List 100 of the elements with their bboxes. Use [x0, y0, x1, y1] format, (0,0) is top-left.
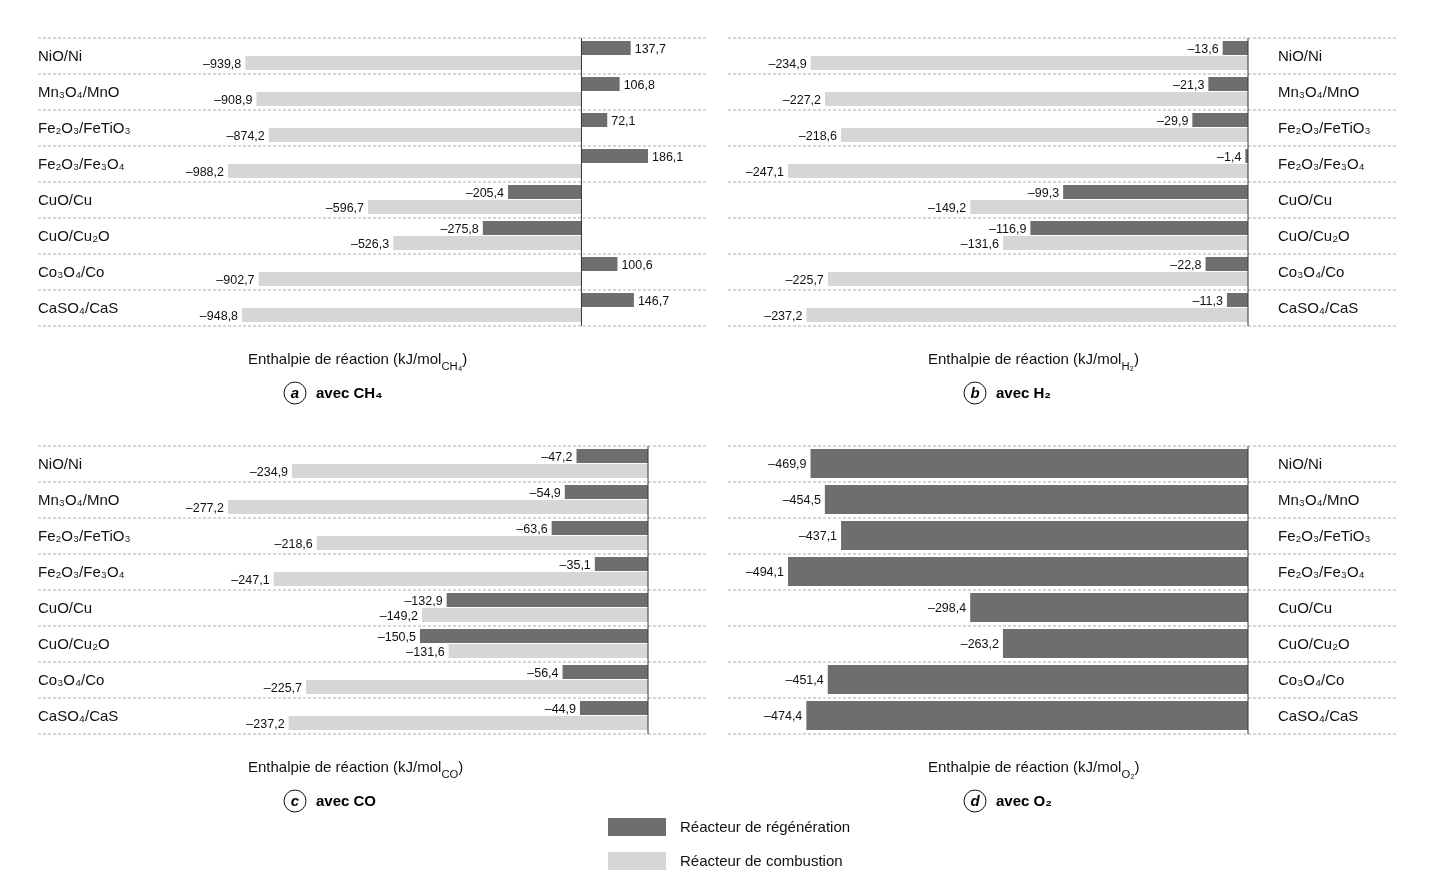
- text: b: [970, 384, 980, 401]
- data-label: –437,1: [798, 529, 838, 543]
- data-label: –263,2: [960, 637, 1000, 651]
- data-label: –234,9: [768, 56, 807, 71]
- data-label: –225,7: [263, 680, 303, 695]
- data-label: –237,2: [246, 716, 285, 731]
- y-tick-label: CaSO₄/CaS: [1278, 299, 1359, 316]
- y-tick-label: Co₃O₄/Co: [38, 263, 105, 280]
- bar: [268, 128, 582, 142]
- data-label: –469,9: [768, 457, 807, 471]
- bar: [393, 236, 582, 250]
- x-axis-title: Enthalpie de réaction (kJ/mol$_{CH₄}$): [248, 350, 468, 372]
- y-tick-label: NiO/Ni: [1278, 47, 1323, 64]
- data-label: –29,9: [1157, 113, 1189, 128]
- data-label: –277,2: [185, 500, 225, 515]
- data-label: –205,4: [465, 185, 505, 200]
- y-tick-label: Fe₂O₃/Fe₃O₄: [1278, 563, 1365, 580]
- data-label: –596,7: [325, 200, 365, 215]
- bar: [581, 77, 620, 91]
- bar: [258, 272, 582, 286]
- text: avec O₂: [996, 792, 1052, 809]
- bar: [581, 293, 634, 307]
- data-label: –131,6: [960, 236, 1000, 251]
- data-label: –908,9: [214, 92, 253, 107]
- y-tick-label: Co₃O₄/Co: [38, 671, 105, 688]
- data-label: –988,2: [185, 164, 225, 179]
- data-label: –99,3: [1027, 185, 1060, 200]
- data-label: 137,7: [634, 41, 667, 56]
- bar: [581, 257, 618, 271]
- y-tick-label: CuO/Cu₂O: [38, 635, 110, 652]
- data-label: –1,4: [1217, 149, 1242, 164]
- bar: [256, 92, 582, 106]
- y-tick-label: CuO/Cu₂O: [38, 227, 110, 244]
- y-tick-label: Co₃O₄/Co: [1278, 263, 1345, 280]
- data-label: –247,1: [745, 164, 785, 179]
- data-label: –939,8: [203, 56, 242, 71]
- data-label: –948,8: [199, 308, 239, 323]
- text: avec CO: [316, 792, 377, 809]
- y-tick-label: Mn₃O₄/MnO: [38, 83, 120, 100]
- y-tick-label: NiO/Ni: [38, 47, 83, 64]
- data-label: 72,1: [611, 113, 636, 128]
- data-label: –227,2: [782, 92, 822, 107]
- data-label: –874,2: [226, 128, 265, 143]
- bar: [242, 308, 582, 322]
- data-label: –298,4: [927, 601, 967, 615]
- data-label: –225,7: [785, 272, 824, 287]
- y-tick-label: CaSO₄/CaS: [38, 299, 119, 316]
- y-tick-label: CaSO₄/CaS: [38, 707, 119, 724]
- y-tick-label: Fe₂O₃/Fe₃O₄: [1278, 155, 1365, 172]
- data-label: 100,6: [621, 257, 653, 272]
- data-label: –902,7: [216, 272, 255, 287]
- bar: [368, 200, 582, 214]
- bar: [482, 221, 582, 235]
- y-tick-label: Mn₃O₄/MnO: [38, 491, 120, 508]
- text: a: [290, 384, 300, 401]
- data-label: –451,4: [785, 673, 824, 687]
- x-axis-title: Enthalpie de réaction (kJ/mol$_{H₂}$): [928, 350, 1139, 372]
- data-label: –131,6: [406, 644, 445, 659]
- data-label: –47,2: [541, 449, 573, 464]
- text: avec H₂: [996, 384, 1052, 401]
- data-label: –13,6: [1187, 41, 1219, 56]
- data-label: –56,4: [527, 665, 559, 680]
- bar: [245, 56, 582, 70]
- data-label: –474,4: [764, 709, 803, 723]
- y-tick-label: NiO/Ni: [1278, 455, 1323, 472]
- data-label: –44,9: [544, 701, 577, 716]
- y-tick-label: CuO/Cu: [1278, 599, 1333, 616]
- data-label: –218,6: [798, 128, 838, 143]
- y-tick-label: CaSO₄/CaS: [1278, 707, 1359, 724]
- data-label: –234,9: [249, 464, 289, 479]
- data-label: 146,7: [637, 293, 670, 308]
- text: avec CH₄: [316, 384, 383, 401]
- data-label: –247,1: [231, 572, 270, 587]
- bar: [581, 113, 608, 127]
- data-label: –275,8: [440, 221, 479, 236]
- data-label: –526,3: [350, 236, 390, 251]
- data-label: –35,1: [559, 557, 591, 572]
- y-tick-label: Fe₂O₃/FeTiO₃: [38, 527, 131, 544]
- data-label: 186,1: [652, 149, 684, 164]
- data-label: –218,6: [274, 536, 313, 551]
- text: d: [970, 792, 981, 809]
- bar: [228, 164, 582, 178]
- data-label: –237,2: [764, 308, 803, 323]
- data-label: –494,1: [745, 565, 785, 579]
- y-tick-label: CuO/Cu₂O: [1278, 227, 1350, 244]
- y-tick-label: Mn₃O₄/MnO: [1278, 491, 1360, 508]
- y-tick-label: Fe₂O₃/Fe₃O₄: [38, 155, 125, 172]
- y-tick-label: Fe₂O₃/FeTiO₃: [38, 119, 131, 136]
- bar: [581, 41, 631, 55]
- legend-label: Réacteur de combustion: [680, 852, 843, 869]
- x-axis-title: Enthalpie de réaction (kJ/mol$_{O₂}$): [928, 758, 1140, 780]
- bar: [507, 185, 582, 199]
- data-label: –132,9: [404, 593, 443, 608]
- data-label: –454,5: [782, 493, 821, 507]
- y-tick-label: CuO/Cu: [1278, 191, 1333, 208]
- y-tick-label: Fe₂O₃/Fe₃O₄: [38, 563, 125, 580]
- data-label: –149,2: [379, 608, 418, 623]
- data-label: 106,8: [623, 77, 655, 92]
- legend-label: Réacteur de régénération: [680, 818, 851, 835]
- data-label: –21,3: [1173, 77, 1205, 92]
